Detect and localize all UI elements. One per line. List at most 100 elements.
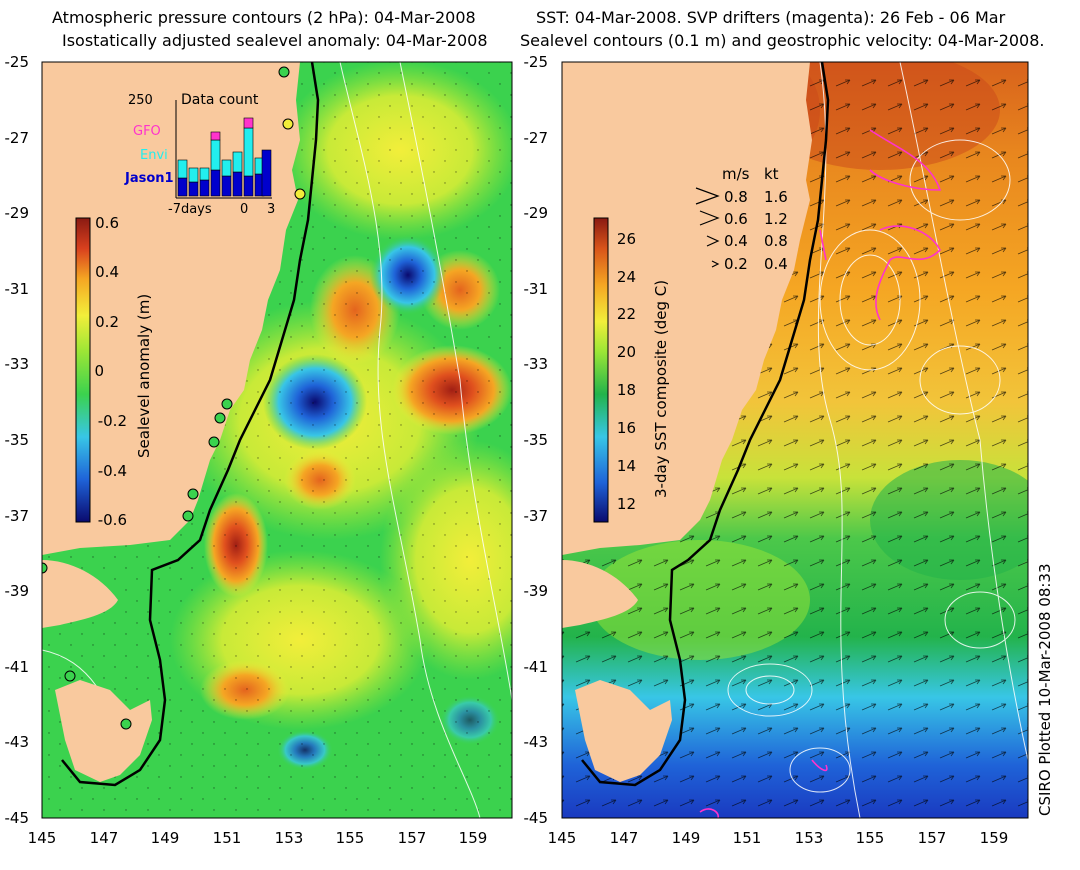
y-tick-label: -35 xyxy=(5,431,30,449)
y-tick-label: -31 xyxy=(5,280,30,298)
credit-label: CSIRO Plotted 10-Mar-2008 08:33 xyxy=(1036,563,1054,816)
velocity-unit-ms: m/s xyxy=(722,165,750,183)
x-tick-label: 151 xyxy=(213,829,242,847)
inset-xtick-label: 0 xyxy=(240,202,248,217)
x-tick-label: 149 xyxy=(672,829,701,847)
ssh-tick-label: -0.6 xyxy=(98,511,127,529)
right-map xyxy=(562,62,1028,818)
inset-ymax-label: 250 xyxy=(128,93,153,108)
y-tick-label: -25 xyxy=(5,53,30,71)
inset-xtick-label: -7days xyxy=(168,202,212,217)
left-title-line2: Isostatically adjusted sealevel anomaly:… xyxy=(62,31,488,50)
velocity-kt-value: 0.4 xyxy=(764,255,788,273)
y-tick-label: -33 xyxy=(5,355,30,373)
shelf-contour xyxy=(61,62,320,787)
x-axis-right: 145 147 149 151 153 155 157 159 xyxy=(548,829,1009,847)
tide-gauges xyxy=(42,66,306,730)
sst-tick-label: 26 xyxy=(617,230,636,248)
ssh-tick-label: -0.2 xyxy=(98,412,127,430)
velocity-ms-value: 0.4 xyxy=(724,232,748,250)
sst-tick-label: 18 xyxy=(617,381,636,399)
ssh-tick-label: 0.6 xyxy=(95,214,119,232)
x-tick-label: 147 xyxy=(610,829,639,847)
x-tick-label: 155 xyxy=(336,829,365,847)
x-tick-label: 155 xyxy=(856,829,885,847)
sst-tick-label: 12 xyxy=(617,495,636,513)
y-tick-label: -43 xyxy=(524,733,549,751)
tasmania-right xyxy=(575,680,672,782)
velocity-arrow-icon xyxy=(706,235,720,247)
y-tick-label: -43 xyxy=(5,733,30,751)
inset-legend-envi: Envi xyxy=(140,148,168,163)
ssh-colorbar-label: Sealevel anomaly (m) xyxy=(135,294,153,458)
y-tick-label: -25 xyxy=(524,53,549,71)
velocity-arrow-icon xyxy=(699,210,720,226)
x-tick-label: 153 xyxy=(795,829,824,847)
inset-legend-jason1: Jason1 xyxy=(124,171,174,186)
x-tick-label: 147 xyxy=(90,829,119,847)
sst-tick-label: 14 xyxy=(617,457,636,475)
ssh-tick-label: 0.4 xyxy=(95,263,119,281)
velocity-arrow-icon xyxy=(711,260,720,268)
velocity-kt-value: 1.6 xyxy=(764,188,788,206)
sst-tick-label: 16 xyxy=(617,419,636,437)
left-title-line1: Atmospheric pressure contours (2 hPa): 0… xyxy=(52,8,476,27)
x-tick-label: 145 xyxy=(28,829,57,847)
x-tick-label: 149 xyxy=(151,829,180,847)
x-tick-label: 157 xyxy=(918,829,947,847)
mainland-right xyxy=(562,62,812,555)
inset-title: Data count xyxy=(181,92,259,108)
y-tick-label: -27 xyxy=(524,129,549,147)
x-tick-label: 157 xyxy=(398,829,427,847)
y-tick-label: -37 xyxy=(5,507,30,525)
y-axis-left: -25 -27 -29 -31 -33 -35 -37 -39 -41 -43 … xyxy=(5,53,30,827)
y-tick-label: -39 xyxy=(524,582,549,600)
y-tick-label: -29 xyxy=(5,204,30,222)
data-count-inset: 250 Data count GFO Envi Jason1 -7days 0 … xyxy=(124,92,275,217)
tasmania xyxy=(55,680,152,782)
left-map xyxy=(42,62,512,818)
sst-colorbar: 26 24 22 20 18 16 14 12 3-day SST compos… xyxy=(593,217,670,523)
ssh-tick-label: 0.2 xyxy=(95,313,119,331)
inset-legend-gfo: GFO xyxy=(133,124,161,139)
x-tick-label: 153 xyxy=(275,829,304,847)
y-tick-label: -41 xyxy=(524,658,549,676)
left-frame xyxy=(41,61,513,819)
right-title-line1: SST: 04-Mar-2008. SVP drifters (magenta)… xyxy=(536,8,1006,27)
sst-tick-label: 20 xyxy=(617,343,636,361)
y-tick-label: -41 xyxy=(5,658,30,676)
x-tick-label: 151 xyxy=(733,829,762,847)
x-tick-label: 145 xyxy=(548,829,577,847)
sst-tick-label: 22 xyxy=(617,305,636,323)
shelf-contour-right xyxy=(581,62,830,787)
sst-tick-label: 24 xyxy=(617,268,636,286)
inset-xtick-label: 3 xyxy=(267,202,275,217)
y-tick-label: -29 xyxy=(524,204,549,222)
y-tick-label: -39 xyxy=(5,582,30,600)
x-tick-label: 159 xyxy=(459,829,488,847)
y-tick-label: -45 xyxy=(5,809,30,827)
sst-colorbar-label: 3-day SST composite (deg C) xyxy=(652,280,670,498)
y-tick-label: -37 xyxy=(524,507,549,525)
velocity-ms-value: 0.8 xyxy=(724,188,748,206)
velocity-ms-value: 0.6 xyxy=(724,210,748,228)
velocity-ms-value: 0.2 xyxy=(724,255,748,273)
ssh-tick-label: 0 xyxy=(94,362,104,380)
x-axis-left: 145 147 149 151 153 155 157 159 xyxy=(28,829,488,847)
y-axis-right: -25 -27 -29 -31 -33 -35 -37 -39 -41 -43 … xyxy=(524,53,549,827)
velocity-kt-value: 1.2 xyxy=(764,210,788,228)
y-tick-label: -33 xyxy=(524,355,549,373)
ssh-tick-label: -0.4 xyxy=(98,462,127,480)
y-tick-label: -31 xyxy=(524,280,549,298)
x-tick-label: 159 xyxy=(980,829,1009,847)
velocity-legend: m/s kt 0.8 1.6 0.6 1.2 0.4 0.8 0.2 0.4 xyxy=(695,165,788,273)
ssh-colorbar: 0.6 0.4 0.2 0 -0.2 -0.4 -0.6 Sealevel an… xyxy=(75,214,153,529)
right-title-line2: Sealevel contours (0.1 m) and geostrophi… xyxy=(520,31,1045,50)
y-tick-label: -27 xyxy=(5,129,30,147)
velocity-kt-value: 0.8 xyxy=(764,232,788,250)
drifter-tracks xyxy=(699,129,942,818)
velocity-arrow-icon xyxy=(695,187,720,205)
y-tick-label: -35 xyxy=(524,431,549,449)
right-frame xyxy=(561,61,1029,819)
